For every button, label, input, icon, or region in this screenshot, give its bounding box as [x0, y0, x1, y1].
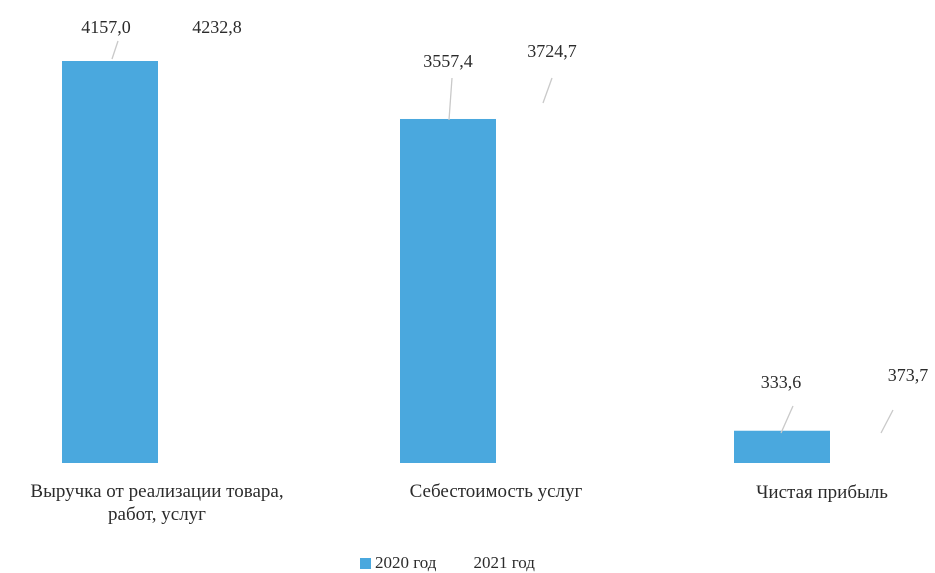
category-label-1: Себестоимость услуг	[410, 481, 583, 502]
leader-line-0	[111, 40, 119, 60]
legend-swatch-2021	[458, 558, 469, 569]
legend-swatch-2020	[360, 557, 371, 569]
legend-item-2020: 2020 год	[360, 553, 436, 573]
value-label-2021-2: 373,7	[888, 365, 929, 385]
value-labels-layer: 4157,0 4232,8 3557,4 3724,7 333,6 373,7	[81, 17, 928, 392]
category-label-line: Себестоимость услуг	[410, 481, 583, 502]
bar-2020-2	[734, 430, 830, 463]
bar-2021-2	[840, 426, 935, 463]
category-label-2: Чистая прибыль	[756, 482, 888, 503]
legend-label-2021: 2021 год	[473, 553, 535, 572]
category-label-line: Выручка от реализации товара,	[30, 481, 283, 502]
value-label-2020-2: 333,6	[761, 372, 802, 392]
bar-2021-0	[168, 53, 264, 464]
legend-item-2021: 2021 год	[458, 553, 534, 573]
category-labels-layer: Выручка от реализации товара, работ, услу…	[30, 481, 888, 525]
category-label-line: работ, услуг	[108, 504, 206, 525]
leader-line-3	[780, 405, 794, 434]
value-label-2021-0: 4232,8	[192, 17, 242, 37]
legend-label-2020: 2020 год	[375, 553, 437, 572]
value-label-2020-1: 3557,4	[423, 51, 473, 71]
category-label-line: Чистая прибыль	[756, 482, 888, 503]
category-label-0: Выручка от реализации товара, работ, услу…	[30, 481, 283, 525]
value-label-2021-1: 3724,7	[527, 41, 577, 61]
value-label-2020-0: 4157,0	[81, 17, 131, 37]
bar-2020-0	[62, 61, 158, 463]
bars-layer	[62, 53, 935, 464]
leader-line-1	[448, 77, 453, 121]
bar-2021-1	[506, 102, 602, 463]
bar-2020-1	[400, 118, 496, 463]
leader-line-4	[880, 409, 894, 434]
leader-lines-layer	[111, 40, 894, 434]
leader-line-2	[542, 77, 553, 104]
chart-legend: 2020 год 2021 год	[360, 553, 557, 573]
